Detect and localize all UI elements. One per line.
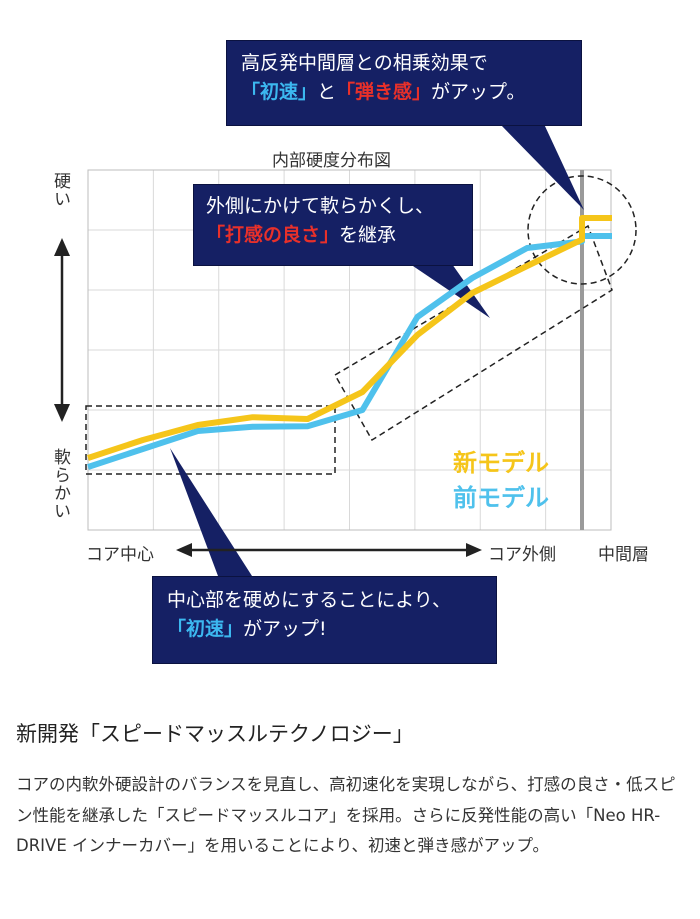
callout-synergy-tail: がアップ。 — [431, 80, 526, 103]
callout-synergy-line2: 「初速」と「弾き感」がアップ。 — [241, 78, 567, 107]
x-label-core-center: コア中心 — [86, 545, 154, 565]
legend-old-model: 前モデル — [453, 484, 549, 512]
callout-center-line1: 中心部を硬めにすることにより、 — [167, 589, 452, 611]
series-line-new-model — [87, 215, 612, 461]
plot-border — [87, 169, 612, 531]
series-layer — [87, 215, 612, 470]
callout-feel: 外側にかけて軟らかくし、 「打感の良さ」を継承 — [193, 184, 473, 266]
core-center-dashed-box — [85, 405, 336, 475]
legend-new-model: 新モデル — [453, 449, 549, 477]
y-label-hard: 硬い — [50, 172, 70, 208]
intermediate-layer-dashed-circle — [527, 175, 637, 285]
callout-feel-line2: 「打感の良さ」を継承 — [206, 221, 460, 250]
y-label-soft: 軟らかい — [50, 448, 70, 520]
callout-synergy: 高反発中間層との相乗効果で 「初速」と「弾き感」がアップ。 — [226, 40, 582, 126]
section-body: コアの内軟外硬設計のバランスを見直し、高初速化を実現しながら、打感の良さ・低スピ… — [16, 775, 676, 856]
callout-center-line2: 「初速」がアップ! — [167, 615, 482, 644]
bottom-callout-pointer — [170, 448, 252, 576]
callout-center: 中心部を硬めにすることにより、 「初速」がアップ! — [152, 576, 497, 664]
callout-feel-highlight: 「打感の良さ」 — [206, 223, 340, 246]
callout-synergy-highlight-rebound: 「弾き感」 — [336, 80, 432, 103]
callout-center-highlight: 「初速」 — [167, 617, 244, 640]
callout-synergy-line1: 高反発中間層との相乗効果で — [241, 52, 488, 74]
callout-feel-tail: を継承 — [339, 223, 397, 246]
top-callout-pointer — [500, 124, 584, 210]
section-title: 新開発「スピードマッスルテクノロジー」 — [16, 722, 414, 746]
chart-title: 内部硬度分布図 — [272, 151, 391, 171]
callout-feel-line1: 外側にかけて軟らかくし、 — [206, 195, 435, 217]
x-axis-arrow — [176, 543, 482, 557]
callout-synergy-highlight-speed: 「初速」 — [241, 80, 318, 103]
x-label-core-outer: コア外側 — [488, 545, 556, 565]
callout-synergy-conjunction: と — [317, 80, 337, 103]
callout-center-tail: がアップ! — [243, 617, 327, 640]
x-label-intermediate-layer: 中間層 — [598, 545, 649, 565]
y-axis-arrow — [54, 238, 70, 422]
